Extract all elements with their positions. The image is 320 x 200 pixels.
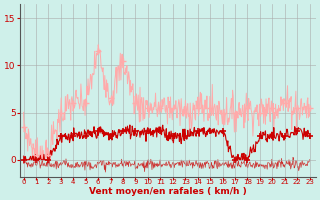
X-axis label: Vent moyen/en rafales ( km/h ): Vent moyen/en rafales ( km/h ) xyxy=(89,187,247,196)
